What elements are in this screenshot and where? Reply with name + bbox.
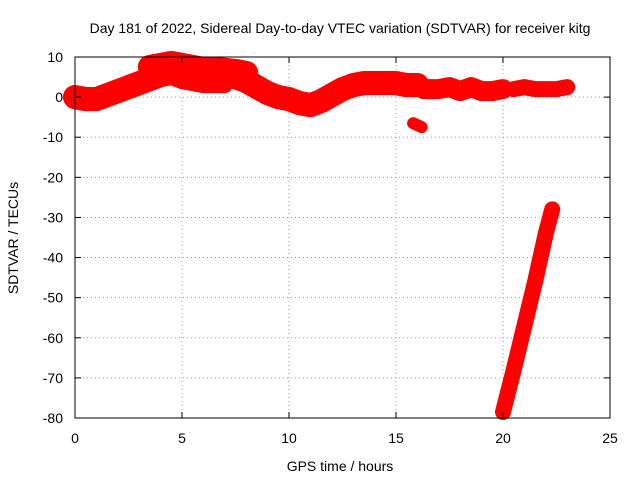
data-series bbox=[62, 50, 576, 420]
data-point bbox=[417, 123, 426, 132]
data-point bbox=[156, 71, 165, 80]
data-point bbox=[520, 321, 529, 330]
data-point bbox=[466, 83, 475, 92]
x-tick-labels: 0 5 10 15 20 25 bbox=[71, 430, 618, 446]
data-point bbox=[338, 85, 347, 94]
y-tick-labels: 10 0 -10 -20 -30 -40 -50 -60 -70 -80 bbox=[43, 49, 63, 426]
data-point bbox=[81, 95, 90, 104]
chart-title: Day 181 of 2022, Sidereal Day-to-day VTE… bbox=[90, 20, 591, 36]
plot-area-border bbox=[74, 56, 611, 419]
data-point bbox=[92, 95, 101, 104]
y-tick-label: -80 bbox=[43, 410, 63, 426]
data-point bbox=[188, 79, 197, 88]
data-point bbox=[242, 69, 251, 78]
data-point bbox=[434, 85, 443, 94]
data-point bbox=[509, 365, 518, 374]
data-point bbox=[563, 83, 572, 92]
grid bbox=[75, 57, 610, 418]
x-tick-label: 25 bbox=[602, 430, 618, 446]
data-point bbox=[548, 205, 557, 214]
data-point bbox=[231, 67, 240, 76]
data-point bbox=[349, 81, 358, 90]
data-point bbox=[220, 81, 229, 90]
y-axis-label: SDTVAR / TECUs bbox=[5, 182, 21, 294]
data-point bbox=[477, 87, 486, 96]
series-drift-line bbox=[495, 201, 561, 420]
data-point bbox=[541, 85, 550, 94]
x-tick-label: 0 bbox=[71, 430, 79, 446]
data-point bbox=[552, 85, 561, 94]
y-tick-label: -70 bbox=[43, 370, 63, 386]
data-point bbox=[520, 83, 529, 92]
data-point bbox=[381, 79, 390, 88]
data-point bbox=[199, 65, 208, 74]
data-point bbox=[220, 65, 229, 74]
data-point bbox=[145, 73, 154, 82]
x-tick-label: 5 bbox=[178, 430, 186, 446]
data-point bbox=[370, 79, 379, 88]
data-point bbox=[445, 83, 454, 92]
data-point bbox=[210, 81, 219, 90]
data-point bbox=[210, 65, 219, 74]
data-point bbox=[199, 81, 208, 90]
y-tick-label: -60 bbox=[43, 330, 63, 346]
y-tick-label: 10 bbox=[47, 49, 63, 65]
data-point bbox=[306, 101, 315, 110]
data-point bbox=[499, 85, 507, 94]
x-tick-label: 20 bbox=[495, 430, 511, 446]
data-point bbox=[541, 229, 550, 238]
data-point bbox=[456, 87, 465, 96]
data-point bbox=[419, 85, 428, 94]
data-point bbox=[531, 277, 540, 286]
data-point bbox=[124, 83, 133, 92]
y-tick-label: -50 bbox=[43, 290, 63, 306]
data-point bbox=[263, 89, 272, 98]
data-point bbox=[103, 91, 112, 100]
data-point bbox=[509, 85, 518, 94]
tick-marks bbox=[74, 56, 611, 419]
data-point bbox=[252, 83, 261, 92]
data-point bbox=[135, 79, 144, 88]
data-point bbox=[295, 99, 304, 108]
y-tick-label: -30 bbox=[43, 209, 63, 225]
data-point bbox=[178, 77, 186, 86]
data-point bbox=[274, 93, 283, 102]
data-point bbox=[392, 79, 400, 88]
y-tick-label: 0 bbox=[55, 89, 63, 105]
x-tick-label: 15 bbox=[388, 430, 404, 446]
data-point bbox=[402, 81, 411, 90]
x-tick-label: 10 bbox=[281, 430, 297, 446]
data-point bbox=[359, 79, 368, 88]
data-point bbox=[531, 85, 540, 94]
data-point bbox=[409, 119, 418, 128]
data-point bbox=[285, 95, 293, 104]
data-point bbox=[327, 91, 336, 100]
y-tick-label: -10 bbox=[43, 129, 63, 145]
data-point bbox=[188, 63, 197, 72]
data-point bbox=[113, 87, 122, 96]
data-point bbox=[317, 97, 326, 106]
data-point bbox=[488, 87, 497, 96]
y-tick-label: -40 bbox=[43, 250, 63, 266]
data-point bbox=[167, 59, 176, 68]
data-point bbox=[167, 73, 176, 82]
y-tick-label: -20 bbox=[43, 169, 63, 185]
series-upper-branch bbox=[137, 50, 259, 86]
x-axis-label: GPS time / hours bbox=[287, 458, 394, 474]
